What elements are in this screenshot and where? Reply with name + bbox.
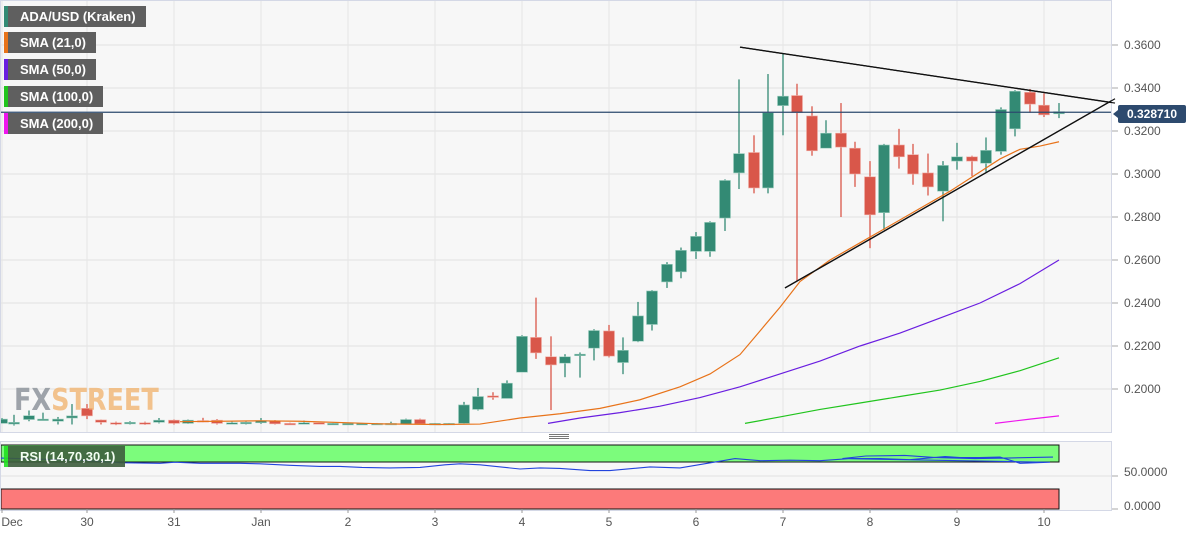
time-axis-tick: Jan <box>251 515 271 529</box>
time-axis-tick: 7 <box>779 515 787 529</box>
time-axis-tick: Dec <box>1 515 23 529</box>
watermark-street: STREET <box>51 383 159 418</box>
price-chart-canvas[interactable] <box>0 0 1194 436</box>
time-axis-tick: 31 <box>167 515 181 529</box>
legend-rsi-label: RSI (14,70,30,1) <box>20 449 116 464</box>
legend-sma21-label: SMA (21,0) <box>20 35 86 50</box>
legend-sma50-label: SMA (50,0) <box>20 62 86 77</box>
time-axis-tick: 30 <box>80 515 94 529</box>
legend-sma200[interactable]: SMA (200,0) <box>4 113 104 134</box>
time-axis-tick: 4 <box>518 515 526 529</box>
rsi-pane[interactable] <box>0 441 1112 511</box>
time-axis-tick: 10 <box>1037 515 1051 529</box>
pane-resize-handle[interactable] <box>549 434 569 440</box>
fxstreet-watermark-logo: FXSTREET <box>14 383 159 418</box>
legend-symbol[interactable]: ADA/USD (Kraken) <box>4 6 146 27</box>
watermark-fx: FX <box>14 383 52 418</box>
legend-sma21[interactable]: SMA (21,0) <box>4 32 96 53</box>
price-axis-tick: 0.2200 <box>1124 339 1161 353</box>
price-axis-tick: 0.2000 <box>1124 382 1161 396</box>
legend-symbol-label: ADA/USD (Kraken) <box>20 9 136 24</box>
price-axis-tick: 0.2600 <box>1124 253 1161 267</box>
price-axis-tick: 0.3200 <box>1124 124 1161 138</box>
time-axis-tick: 8 <box>866 515 874 529</box>
legend-sma100-label: SMA (100,0) <box>20 89 94 104</box>
price-axis-tick: 0.3400 <box>1124 81 1161 95</box>
time-axis-tick: 9 <box>953 515 961 529</box>
time-axis-tick: 6 <box>692 515 700 529</box>
legend-sma50[interactable]: SMA (50,0) <box>4 59 96 80</box>
price-axis-tick: 0.2400 <box>1124 296 1161 310</box>
legend-sma200-label: SMA (200,0) <box>20 116 94 131</box>
price-axis-tick: 0.3600 <box>1124 38 1161 52</box>
time-axis-tick: 3 <box>431 515 439 529</box>
price-axis-tick: 0.2800 <box>1124 210 1161 224</box>
time-axis-tick: 5 <box>605 515 613 529</box>
legend-sma100[interactable]: SMA (100,0) <box>4 86 104 107</box>
price-axis-tick: 0.3000 <box>1124 167 1161 181</box>
time-axis-tick: 2 <box>344 515 352 529</box>
current-price-tag: 0.328710 <box>1113 105 1186 123</box>
legend-rsi[interactable]: RSI (14,70,30,1) <box>4 446 126 467</box>
rsi-axis-tick-50: 50.0000 <box>1124 465 1168 479</box>
rsi-axis-tick-0: 0.0000 <box>1124 499 1161 513</box>
